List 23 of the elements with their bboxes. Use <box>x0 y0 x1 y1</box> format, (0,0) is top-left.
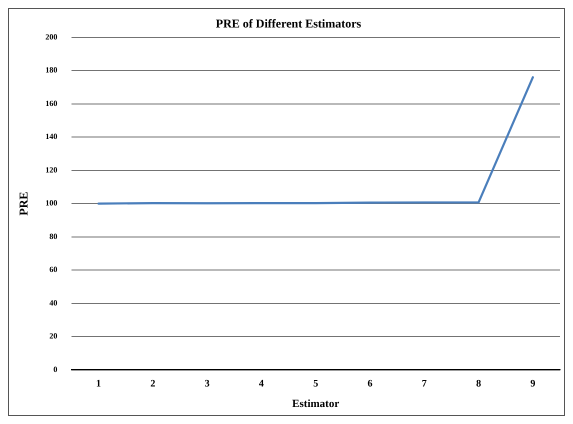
y-tick-label: 40 <box>49 298 58 308</box>
y-axis-title: PRE <box>16 192 30 216</box>
y-tick-label: 60 <box>49 265 58 274</box>
y-tick-label: 140 <box>45 132 58 142</box>
y-tick-label: 0 <box>53 364 58 374</box>
x-tick-label: 8 <box>476 378 482 390</box>
y-tick-label: 120 <box>45 165 58 174</box>
x-tick-label: 5 <box>313 378 318 390</box>
x-tick-label: 1 <box>96 378 102 390</box>
x-tick-label: 3 <box>204 378 210 390</box>
y-tick-label: 100 <box>45 198 58 208</box>
y-tick-label: 200 <box>45 32 58 42</box>
y-tick-label: 20 <box>49 332 58 341</box>
x-tick-label: 6 <box>367 378 372 390</box>
x-tick-label: 9 <box>530 378 536 390</box>
x-tick-label: 2 <box>150 378 156 390</box>
y-tick-label: 160 <box>45 98 58 108</box>
x-tick-label: 7 <box>422 378 427 390</box>
chart-title: PRE of Different Estimators <box>216 16 362 30</box>
y-tick-label: 80 <box>49 232 58 241</box>
x-axis-title: Estimator <box>292 398 340 410</box>
y-tick-label: 180 <box>45 66 58 75</box>
x-tick-label: 4 <box>258 378 264 390</box>
